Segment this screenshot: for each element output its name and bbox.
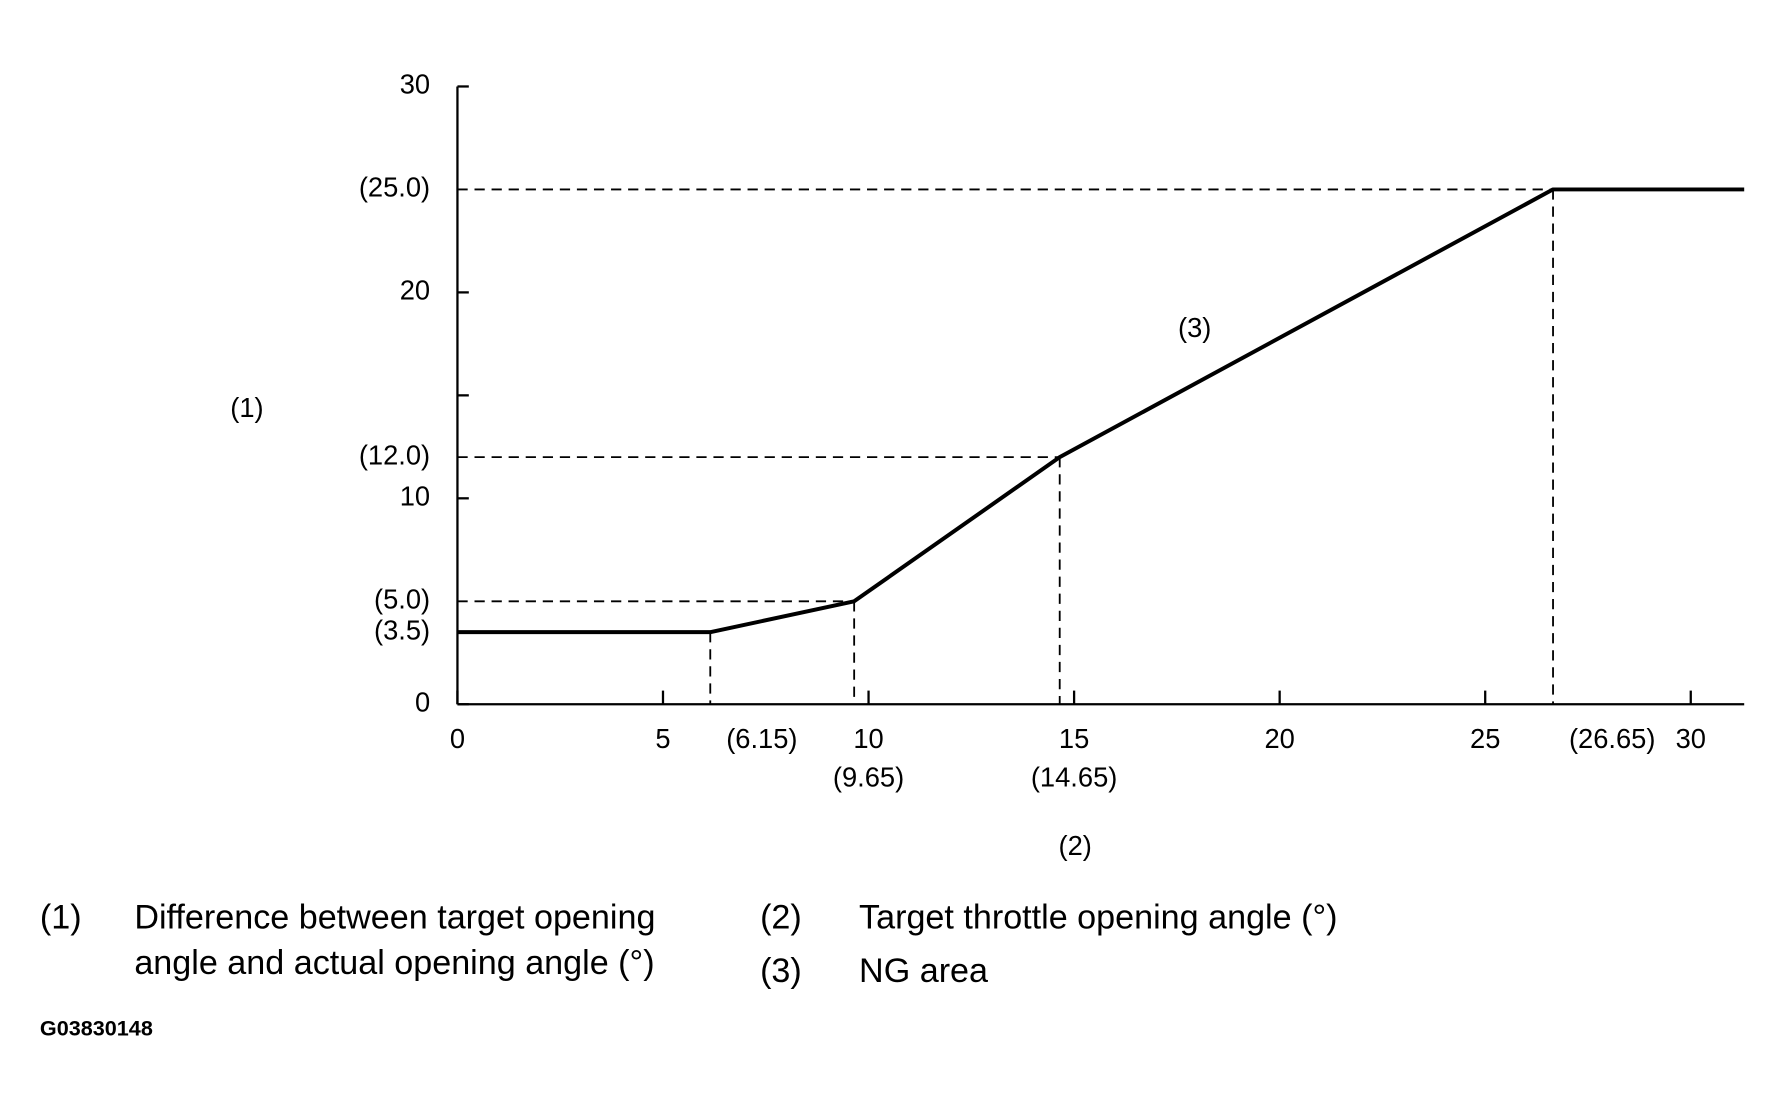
y-reference-label: (12.0) <box>359 439 430 470</box>
x-reference-label: (6.15) <box>726 723 797 754</box>
x-tick-label: 0 <box>450 723 465 754</box>
y-tick-label: 0 <box>415 686 430 717</box>
y-axis-label: (1) <box>230 392 263 423</box>
x-tick-label: 20 <box>1264 723 1294 754</box>
figure-code: G03830148 <box>40 1015 153 1040</box>
x-tick-label: 30 <box>1676 723 1706 754</box>
legend-text: NG area <box>859 952 988 990</box>
x-tick-label: 15 <box>1059 723 1089 754</box>
x-reference-label: (14.65) <box>1031 762 1118 793</box>
y-tick-label: 20 <box>400 275 430 306</box>
x-reference-label: (26.65) <box>1569 723 1656 754</box>
x-tick-label: 5 <box>655 723 670 754</box>
legend-marker: (3) <box>760 952 802 990</box>
data-line <box>457 187 1745 635</box>
legend-text: angle and actual opening angle (°) <box>134 944 654 982</box>
x-tick-label: 25 <box>1470 723 1500 754</box>
x-reference-label: (9.65) <box>833 762 904 793</box>
legend-text: Difference between target opening <box>134 898 655 936</box>
y-reference-label: (3.5) <box>374 614 430 645</box>
x-tick-label: 10 <box>853 723 883 754</box>
legend-marker: (1) <box>40 898 82 936</box>
y-reference-label: (5.0) <box>374 584 430 615</box>
series-label: (3) <box>1178 312 1211 343</box>
legend-marker: (2) <box>760 898 802 936</box>
y-tick-label: 30 <box>400 69 430 100</box>
y-tick-label: 10 <box>400 481 430 512</box>
legend-text: Target throttle opening angle (°) <box>859 898 1337 936</box>
x-axis-label: (2) <box>1059 830 1092 861</box>
y-reference-label: (25.0) <box>359 172 430 203</box>
